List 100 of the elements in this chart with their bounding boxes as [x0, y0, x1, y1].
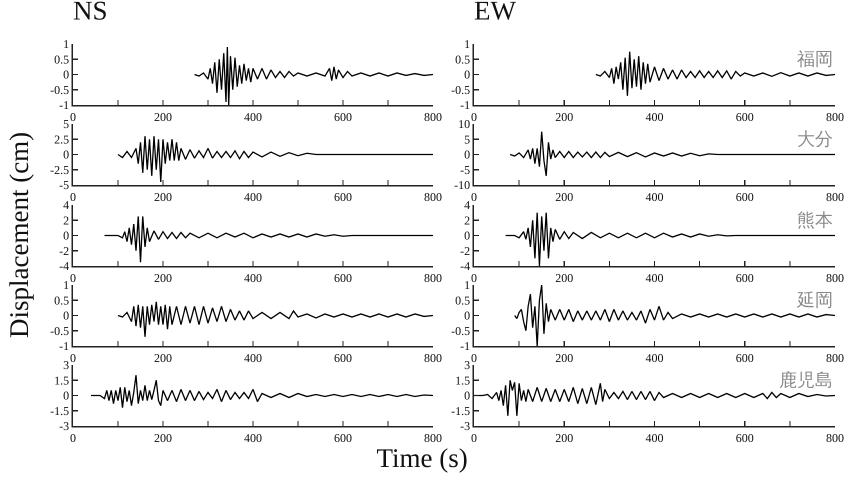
x-axis-title: Time (s) — [376, 443, 468, 474]
y-tick-label: 1 — [63, 278, 70, 292]
x-tick-label: 400 — [646, 350, 664, 365]
y-tick-label: 0 — [63, 68, 70, 82]
y-tick-label: 5 — [464, 132, 470, 147]
x-tick-label: 200 — [154, 431, 172, 446]
annotation: 福岡 — [797, 49, 833, 70]
y-tick-label: 0 — [63, 228, 70, 242]
y-tick-label: 2 — [63, 213, 70, 228]
chart-title: NS — [73, 0, 108, 26]
y-tick-label: -3 — [460, 419, 470, 434]
x-tick-label: 400 — [244, 431, 262, 446]
x-tick-label: 800 — [424, 190, 442, 204]
y-tick-label: 10 — [458, 117, 470, 132]
y-tick-label: 1.5 — [455, 374, 470, 388]
y-tick-label: 0 — [464, 148, 470, 162]
y-tick-label: -3 — [59, 419, 70, 434]
line-series — [514, 284, 835, 346]
x-tick-label: 600 — [334, 431, 352, 446]
y-tick-label: 0.5 — [455, 293, 470, 308]
y-tick-label: -5 — [460, 163, 470, 178]
y-tick-label: -2.5 — [50, 163, 70, 178]
x-tick-label: 600 — [334, 270, 352, 284]
annotation: 延岡 — [796, 290, 833, 311]
x-tick-label: 400 — [244, 350, 262, 365]
y-tick-label: -1 — [460, 98, 470, 112]
x-tick-label: 200 — [154, 190, 172, 204]
line-series — [595, 50, 835, 96]
line-series — [509, 131, 835, 177]
x-tick-label: 400 — [244, 190, 262, 204]
y-tick-label: 2.5 — [54, 132, 70, 147]
y-tick-label: 0 — [464, 308, 470, 323]
y-tick-label: 0 — [63, 388, 70, 403]
y-tick-label: -1 — [460, 339, 470, 354]
y-tick-label: 1 — [464, 278, 470, 292]
y-tick-label: -0.5 — [451, 82, 470, 97]
y-tick-label: -1.5 — [451, 404, 470, 418]
y-tick-label: 3 — [63, 358, 70, 372]
x-tick-label: 800 — [826, 110, 844, 124]
y-tick-label: -0.5 — [50, 324, 70, 338]
x-tick-label: 800 — [424, 431, 442, 446]
y-tick-label: -0.5 — [50, 82, 70, 97]
y-tick-label: -2 — [460, 244, 470, 258]
y-tick-label: 0 — [63, 148, 70, 162]
x-tick-label: 400 — [244, 110, 262, 124]
y-tick-label: -2 — [59, 244, 70, 258]
x-tick-label: 400 — [244, 270, 262, 284]
x-tick-label: 200 — [154, 110, 172, 124]
y-tick-label: -4 — [59, 258, 70, 273]
x-tick-label: 400 — [646, 270, 664, 284]
y-tick-label: -5 — [59, 178, 70, 192]
y-tick-label: -1.5 — [50, 404, 70, 418]
x-tick-label: 200 — [555, 110, 574, 124]
x-tick-label: 600 — [736, 431, 754, 446]
x-tick-label: 600 — [736, 270, 754, 284]
y-tick-label: 0 — [63, 308, 70, 323]
annotation: 大分 — [797, 129, 833, 150]
annotation: 鹿児島 — [779, 370, 833, 392]
x-tick-label: 200 — [154, 270, 172, 284]
y-tick-label: 0 — [464, 228, 470, 242]
x-tick-label: 800 — [424, 350, 442, 365]
annotation: 熊本 — [797, 210, 833, 231]
x-tick-label: 800 — [424, 110, 442, 124]
y-tick-label: -1 — [59, 98, 70, 112]
y-tick-label: 4 — [63, 198, 70, 212]
x-tick-label: 200 — [555, 190, 574, 204]
y-tick-label: -4 — [460, 258, 470, 273]
x-tick-label: 600 — [736, 190, 754, 204]
x-tick-label: 800 — [826, 350, 844, 365]
y-tick-label: -1 — [59, 339, 70, 354]
y-tick-label: 1.5 — [54, 374, 70, 388]
x-tick-label: 600 — [334, 350, 352, 365]
x-tick-label: 200 — [154, 350, 172, 365]
y-tick-label: 4 — [464, 198, 470, 212]
y-tick-label: 5 — [63, 117, 70, 132]
x-tick-label: 200 — [555, 431, 574, 446]
line-series — [90, 374, 433, 409]
x-tick-label: 400 — [646, 431, 664, 446]
y-axis-title: Displacement (cm) — [4, 132, 35, 338]
y-tick-label: 3 — [464, 358, 470, 372]
x-tick-label: 400 — [646, 110, 664, 124]
line-series — [194, 46, 433, 105]
line-series — [117, 301, 433, 338]
x-tick-label: 800 — [826, 190, 844, 204]
y-tick-label: 2 — [464, 213, 470, 228]
y-tick-label: 1 — [464, 37, 470, 52]
x-tick-label: 400 — [646, 190, 664, 204]
y-tick-label: -10 — [454, 178, 470, 192]
y-tick-label: 0.5 — [455, 52, 470, 66]
x-tick-label: 600 — [736, 110, 754, 124]
x-tick-label: 800 — [424, 270, 442, 284]
line-series — [504, 212, 835, 266]
line-series — [117, 136, 433, 183]
x-tick-label: 600 — [334, 190, 352, 204]
line-series — [104, 215, 433, 262]
x-tick-label: 800 — [826, 270, 844, 284]
y-tick-label: -0.5 — [451, 324, 470, 338]
x-tick-label: 800 — [826, 431, 844, 446]
y-tick-label: 0 — [464, 388, 470, 403]
y-tick-label: 0.5 — [54, 293, 70, 308]
